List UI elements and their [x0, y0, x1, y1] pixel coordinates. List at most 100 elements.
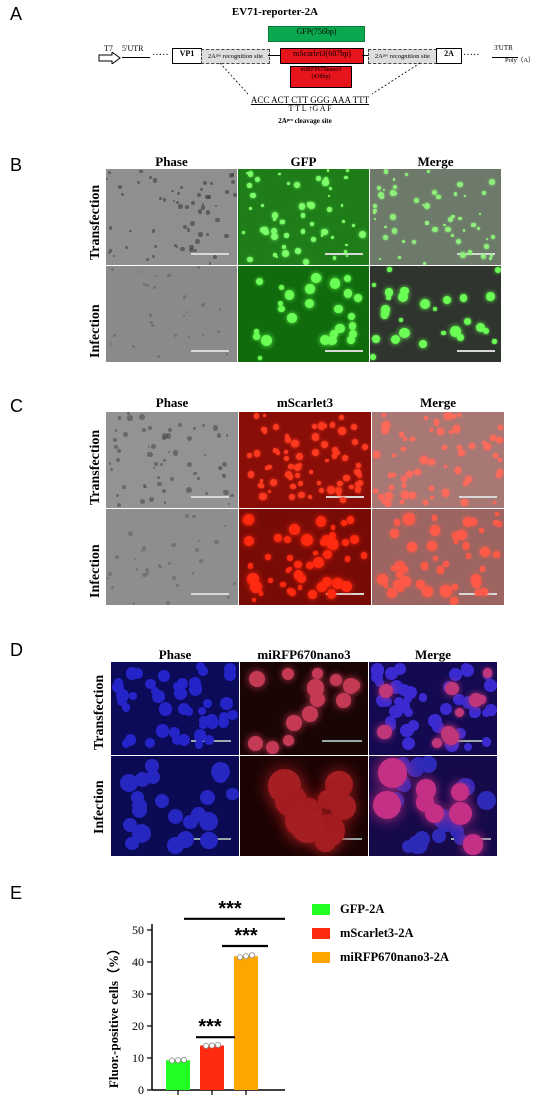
bar-chart: 0 10 20 30 40 50 Fluor.-positive cells（%） *** **… — [106, 898, 285, 1097]
cell-spot — [121, 192, 125, 197]
cell-spot — [304, 298, 315, 309]
cell-spot — [437, 428, 445, 436]
cell-spot — [301, 534, 314, 546]
cell-spot — [399, 499, 405, 505]
cell-spot — [272, 448, 278, 453]
cell-spot — [278, 305, 285, 313]
cell-spot — [145, 571, 150, 576]
cell-spot — [427, 713, 442, 728]
cell-spot — [255, 277, 264, 285]
cell-spot — [335, 486, 343, 494]
cell-spot — [408, 720, 419, 731]
cell-spot — [308, 590, 317, 599]
cell-spot — [443, 224, 446, 227]
legend-item: mScarlet3-2A — [312, 921, 542, 945]
cell-spot — [150, 324, 154, 328]
cell-spot — [288, 567, 293, 572]
cell-spot — [204, 714, 218, 727]
cell-spot — [163, 501, 166, 504]
cell-spot — [204, 454, 207, 457]
cell-spot — [193, 471, 198, 476]
cell-spot — [320, 234, 324, 237]
cell-spot — [145, 738, 156, 749]
cell-spot — [471, 222, 476, 228]
col-title-merge-d: Merge — [414, 647, 452, 662]
cell-spot — [337, 480, 344, 487]
cell-spot — [114, 555, 119, 560]
image-d-mirfp-infection — [240, 756, 368, 856]
cell-spot — [394, 696, 404, 707]
cell-spot — [332, 447, 339, 454]
cell-spot — [174, 244, 177, 247]
image-c-mscarlet-infection — [239, 509, 371, 605]
cell-spot — [433, 421, 439, 426]
cell-spot — [183, 295, 187, 299]
cell-spot — [131, 667, 144, 680]
cell-spot — [247, 183, 252, 188]
image-d-merge-transfection — [369, 662, 497, 755]
cell-spot — [148, 313, 153, 318]
cell-spot — [392, 178, 396, 182]
cell-spot — [382, 696, 393, 708]
cell-spot — [462, 480, 469, 487]
cell-spot — [183, 814, 198, 830]
cell-spot — [250, 192, 256, 198]
y-tick-label: 20 — [132, 1019, 144, 1033]
cell-spot — [148, 445, 151, 448]
cell-spot — [287, 474, 294, 480]
cell-spot — [373, 208, 377, 213]
cell-spot — [243, 515, 253, 525]
significance-label: *** — [198, 1016, 222, 1038]
cell-spot — [348, 322, 357, 330]
y-tick-label: 40 — [132, 955, 144, 969]
cell-spot — [152, 254, 156, 259]
cell-spot — [326, 169, 330, 172]
cell-spot — [197, 539, 201, 543]
cell-spot — [259, 479, 264, 483]
cell-spot — [112, 333, 116, 337]
cell-spot — [278, 284, 285, 291]
cell-spot — [297, 491, 305, 499]
cell-spot — [284, 290, 295, 300]
cell-spot — [187, 336, 190, 339]
cell-spot — [382, 188, 386, 191]
cell-spot — [225, 190, 229, 194]
cell-spot — [106, 577, 109, 580]
image-b-phase-transfection — [106, 169, 237, 265]
cell-spot — [172, 450, 179, 456]
cell-spot — [247, 171, 254, 178]
cell-spot — [342, 539, 350, 547]
cell-spot — [264, 554, 271, 561]
cell-spot — [340, 580, 352, 592]
site-left: 2Aᵖʳᵒ recognition site — [201, 49, 270, 64]
polya-label: Poly（A） — [505, 57, 535, 64]
cell-spot — [145, 770, 161, 785]
cell-spot — [167, 808, 183, 824]
cell-spot — [277, 300, 283, 306]
cell-spot — [156, 475, 160, 479]
cell-spot — [145, 678, 156, 690]
cell-spot — [494, 267, 501, 274]
bar — [166, 1060, 190, 1090]
cell-spot — [148, 496, 154, 502]
cell-spot — [319, 334, 331, 346]
cell-spot — [427, 541, 437, 551]
cell-spot — [429, 486, 435, 491]
cell-spot — [346, 254, 349, 257]
cell-spot — [261, 426, 267, 433]
cell-spot — [226, 595, 230, 599]
cell-spot — [388, 485, 394, 491]
cell-spot — [430, 496, 434, 500]
cell-spot — [194, 547, 199, 552]
panel-label-c: C — [10, 396, 23, 416]
col-title-phase-b: Phase — [155, 154, 188, 169]
cell-spot — [282, 250, 289, 257]
cell-spot — [127, 415, 133, 421]
cell-spot — [185, 204, 189, 209]
cell-spot — [419, 455, 428, 464]
image-d-phase-infection — [111, 756, 239, 856]
cell-spot — [223, 662, 236, 675]
cell-spot — [273, 217, 276, 221]
cell-spot — [175, 200, 179, 204]
cell-spot — [201, 202, 205, 206]
